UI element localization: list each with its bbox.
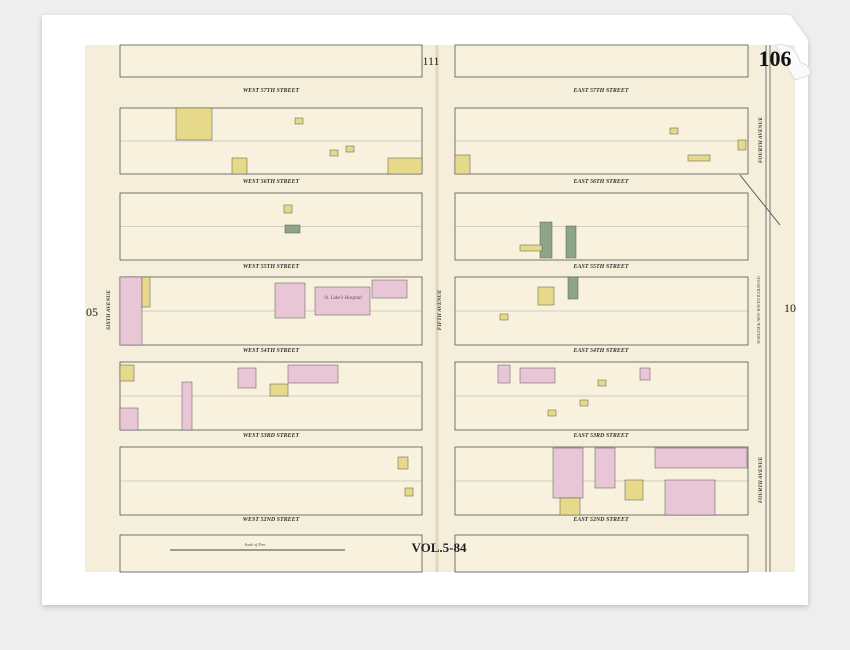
building <box>687 154 711 162</box>
building <box>294 117 304 125</box>
city-block <box>454 534 749 573</box>
city-block <box>119 534 423 573</box>
street-label: WEST 57TH STREET <box>243 88 300 94</box>
street-label: EAST 52ND STREET <box>572 517 629 523</box>
building <box>547 409 557 417</box>
building <box>175 107 213 141</box>
building <box>397 456 409 470</box>
avenue-label: FIFTH AVENUE <box>437 289 443 330</box>
building <box>454 154 471 175</box>
building <box>269 383 289 397</box>
building <box>552 447 584 499</box>
avenue-label: FOURTH AVENUE <box>758 117 764 164</box>
building <box>329 149 339 157</box>
building-label: St. Luke's Hospital <box>324 296 362 301</box>
volume-label: VOL.5-84 <box>412 540 467 555</box>
scale-label: Scale of Feet <box>245 542 267 547</box>
railroad-label: HARLEM & NEW HAVEN RAILROAD <box>756 276 761 343</box>
building <box>579 399 589 407</box>
building <box>737 139 747 151</box>
building <box>499 313 509 321</box>
building <box>624 479 644 501</box>
building <box>274 282 306 319</box>
building <box>345 145 355 153</box>
street-label: WEST 56TH STREET <box>243 179 300 185</box>
street-label: EAST 54TH STREET <box>572 348 628 354</box>
street-label: EAST 57TH STREET <box>572 88 628 94</box>
building <box>119 407 139 431</box>
building <box>141 276 151 308</box>
building <box>654 447 748 469</box>
building <box>287 364 339 384</box>
building <box>387 157 423 175</box>
building <box>231 157 248 175</box>
curled-corner <box>774 44 811 81</box>
building <box>565 225 577 259</box>
building <box>597 379 607 387</box>
adjacent-sheet: 05 <box>86 305 98 319</box>
building <box>567 276 579 300</box>
building <box>237 367 257 389</box>
building <box>669 127 679 135</box>
building <box>539 221 553 259</box>
building <box>594 447 616 489</box>
street-label: EAST 55TH STREET <box>572 264 628 270</box>
building <box>497 364 511 384</box>
street-label: EAST 53RD STREET <box>572 433 628 439</box>
building <box>119 276 143 346</box>
building <box>537 286 555 306</box>
avenue-label: SIXTH AVENUE <box>106 290 112 330</box>
page-number: 106 <box>759 46 792 71</box>
building <box>404 487 414 497</box>
building <box>639 367 651 381</box>
building <box>371 279 408 299</box>
building <box>519 244 543 252</box>
building <box>314 286 371 316</box>
building <box>664 479 716 516</box>
street-label: WEST 53RD STREET <box>243 433 300 439</box>
street-label: WEST 55TH STREET <box>243 264 300 270</box>
building <box>284 224 301 234</box>
building <box>559 497 581 516</box>
street-label: WEST 54TH STREET <box>243 348 300 354</box>
adjacent-sheet: 10 <box>784 301 796 315</box>
page-number: 111 <box>422 54 439 68</box>
building <box>519 367 556 384</box>
street-label: EAST 56TH STREET <box>572 179 628 185</box>
north-arrow <box>739 174 781 226</box>
building <box>119 364 135 382</box>
building <box>181 381 193 431</box>
city-block <box>119 44 423 78</box>
city-block <box>454 44 749 78</box>
street-label: WEST 52ND STREET <box>243 517 300 523</box>
avenue-label: FOURTH AVENUE <box>758 457 764 504</box>
building <box>283 204 293 214</box>
